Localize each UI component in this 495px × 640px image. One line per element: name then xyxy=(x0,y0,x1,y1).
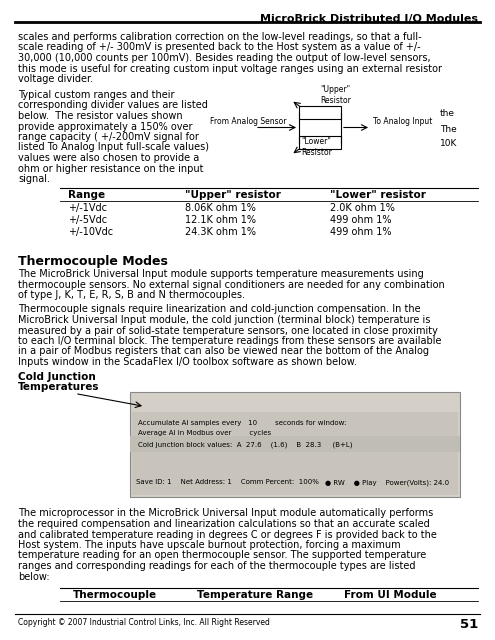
Text: "Upper"
Resistor: "Upper" Resistor xyxy=(320,85,351,105)
Text: Copyright © 2007 Industrial Control Links, Inc. All Right Reserved: Copyright © 2007 Industrial Control Link… xyxy=(18,618,270,627)
Text: +/-10Vdc: +/-10Vdc xyxy=(68,227,113,237)
Text: The: The xyxy=(440,125,457,134)
Text: Cold junction block values:  A  27.6    (1.6)    B  28.3     (B+L): Cold junction block values: A 27.6 (1.6)… xyxy=(138,442,352,448)
Text: scale reading of +/- 300mV is presented back to the Host system as a value of +/: scale reading of +/- 300mV is presented … xyxy=(18,42,421,52)
Text: Thermocouple signals require linearization and cold-junction compensation. In th: Thermocouple signals require linearizati… xyxy=(18,305,421,314)
Text: signal.: signal. xyxy=(18,174,50,184)
Text: to each I/O terminal block. The temperature readings from these sensors are avai: to each I/O terminal block. The temperat… xyxy=(18,336,442,346)
Text: To Analog Input: To Analog Input xyxy=(373,116,432,125)
Text: thermocouple sensors. No external signal conditioners are needed for any combina: thermocouple sensors. No external signal… xyxy=(18,280,445,289)
Text: listed To Analog Input full-scale values): listed To Analog Input full-scale values… xyxy=(18,143,209,152)
Text: scales and performs calibration correction on the low-level readings, so that a : scales and performs calibration correcti… xyxy=(18,32,422,42)
Text: ohm or higher resistance on the input: ohm or higher resistance on the input xyxy=(18,163,203,173)
Text: and calibrated temperature reading in degrees C or degrees F is provided back to: and calibrated temperature reading in de… xyxy=(18,529,437,540)
Text: temperature reading for an open thermocouple sensor. The supported temperature: temperature reading for an open thermoco… xyxy=(18,550,426,561)
Bar xyxy=(132,412,458,495)
Text: +/-5Vdc: +/-5Vdc xyxy=(68,215,107,225)
Text: From UI Module: From UI Module xyxy=(344,590,436,600)
Text: Range: Range xyxy=(68,190,105,200)
Text: the: the xyxy=(440,109,455,118)
Text: values were also chosen to provide a: values were also chosen to provide a xyxy=(18,153,199,163)
Text: Temperatures: Temperatures xyxy=(18,381,99,392)
Text: The MicroBrick Universal Input module supports temperature measurements using: The MicroBrick Universal Input module su… xyxy=(18,269,424,279)
Text: MicroBrick Universal Input module, the cold junction (terminal block) temperatur: MicroBrick Universal Input module, the c… xyxy=(18,315,430,325)
Bar xyxy=(130,392,460,497)
Text: range capacity ( +/-200mV signal for: range capacity ( +/-200mV signal for xyxy=(18,132,199,142)
Text: this mode is useful for creating custom input voltage ranges using an external r: this mode is useful for creating custom … xyxy=(18,63,442,74)
Text: Save ID: 1    Net Address: 1    Comm Percent:  100%: Save ID: 1 Net Address: 1 Comm Percent: … xyxy=(136,479,319,486)
Text: ranges and corresponding readings for each of the thermocouple types are listed: ranges and corresponding readings for ea… xyxy=(18,561,415,571)
Text: 12.1K ohm 1%: 12.1K ohm 1% xyxy=(185,215,256,225)
Text: Host system. The inputs have upscale burnout protection, forcing a maximum: Host system. The inputs have upscale bur… xyxy=(18,540,400,550)
Text: Cold Junction: Cold Junction xyxy=(18,371,96,381)
Text: voltage divider.: voltage divider. xyxy=(18,74,93,84)
Text: corresponding divider values are listed: corresponding divider values are listed xyxy=(18,100,208,111)
Text: The microprocessor in the MicroBrick Universal Input module automatically perfor: The microprocessor in the MicroBrick Uni… xyxy=(18,509,433,518)
Text: 499 ohm 1%: 499 ohm 1% xyxy=(330,215,392,225)
Bar xyxy=(299,106,341,119)
Text: measured by a pair of solid-state temperature sensors, one located in close prox: measured by a pair of solid-state temper… xyxy=(18,326,438,335)
Text: the required compensation and linearization calculations so that an accurate sca: the required compensation and linearizat… xyxy=(18,519,430,529)
Text: Thermocouple: Thermocouple xyxy=(73,590,157,600)
Text: below:: below: xyxy=(18,572,50,582)
Text: Inputs window in the ScadaFlex I/O toolbox software as shown below.: Inputs window in the ScadaFlex I/O toolb… xyxy=(18,357,357,367)
Text: Average AI in Modbus over        cycles: Average AI in Modbus over cycles xyxy=(138,431,271,436)
Text: From Analog Sensor: From Analog Sensor xyxy=(210,116,287,125)
Text: Thermocouple Modes: Thermocouple Modes xyxy=(18,255,168,268)
Text: 24.3K ohm 1%: 24.3K ohm 1% xyxy=(185,227,256,237)
Text: of type J, K, T, E, R, S, B and N thermocouples.: of type J, K, T, E, R, S, B and N thermo… xyxy=(18,290,245,300)
Text: 51: 51 xyxy=(460,618,478,631)
Text: Temperature Range: Temperature Range xyxy=(197,590,313,600)
Bar xyxy=(299,136,341,149)
Text: 10K: 10K xyxy=(440,140,457,148)
Text: provide approximately a 150% over: provide approximately a 150% over xyxy=(18,122,193,131)
Text: 8.06K ohm 1%: 8.06K ohm 1% xyxy=(185,203,256,213)
Text: below.  The resistor values shown: below. The resistor values shown xyxy=(18,111,183,121)
Text: Accumulate AI samples every   10        seconds for window:: Accumulate AI samples every 10 seconds f… xyxy=(138,419,346,426)
Text: "Upper" resistor: "Upper" resistor xyxy=(185,190,281,200)
Text: +/-1Vdc: +/-1Vdc xyxy=(68,203,107,213)
Text: ● RW    ● Play    Power(Volts): 24.0: ● RW ● Play Power(Volts): 24.0 xyxy=(325,479,449,486)
Text: Typical custom ranges and their: Typical custom ranges and their xyxy=(18,90,175,100)
Text: "Lower"
Resistor: "Lower" Resistor xyxy=(301,137,332,157)
Text: 499 ohm 1%: 499 ohm 1% xyxy=(330,227,392,237)
Bar xyxy=(130,435,460,451)
Text: MicroBrick Distributed I/O Modules: MicroBrick Distributed I/O Modules xyxy=(260,14,478,24)
Text: 30,000 (10,000 counts per 100mV). Besides reading the output of low-level sensor: 30,000 (10,000 counts per 100mV). Beside… xyxy=(18,53,431,63)
Text: 2.0K ohm 1%: 2.0K ohm 1% xyxy=(330,203,395,213)
Text: "Lower" resistor: "Lower" resistor xyxy=(330,190,426,200)
Text: in a pair of Modbus registers that can also be viewed near the bottom of the Ana: in a pair of Modbus registers that can a… xyxy=(18,346,429,356)
